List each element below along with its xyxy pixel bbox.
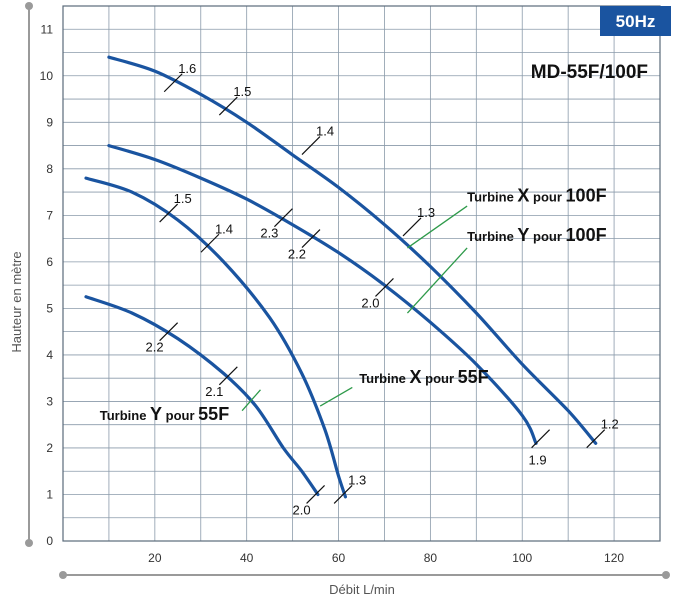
curve-tick-mark xyxy=(586,429,606,449)
y-tick-label: 3 xyxy=(46,394,53,408)
x-tick-label: 120 xyxy=(604,551,624,565)
y-tick-label: 9 xyxy=(46,115,53,129)
x-tick-label: 60 xyxy=(332,551,346,565)
y-tick-label: 2 xyxy=(46,441,53,455)
curve-tick-mark xyxy=(531,429,551,449)
x-tick-label: 80 xyxy=(424,551,438,565)
frequency-badge-text: 50Hz xyxy=(616,12,656,31)
curve-tick-label: 1.5 xyxy=(174,191,192,206)
curve-tick-mark xyxy=(333,485,353,504)
frequency-badge xyxy=(600,6,671,36)
series-name-label: Turbine X pour 55F xyxy=(359,367,488,387)
x-axis-title: Débit L/min xyxy=(329,582,395,597)
grid xyxy=(62,5,661,542)
curve-tick-mark xyxy=(402,217,422,237)
y-tick-label: 1 xyxy=(46,487,53,501)
curves xyxy=(84,55,598,499)
y-axis-end-dot xyxy=(25,2,33,10)
x-axis-end-dot xyxy=(59,571,67,579)
curve-tick-label: 1.3 xyxy=(348,472,366,487)
plot-frame xyxy=(62,5,661,542)
curve-tick-mark xyxy=(159,322,179,342)
curve-tick-mark xyxy=(218,96,238,116)
x-tick-label: 100 xyxy=(512,551,532,565)
series-leader-line xyxy=(406,247,468,314)
curve-tick-mark xyxy=(301,136,321,155)
curve-markers: 1.6 1.5 1.4 1.3 1.2 2.3 2.2 2.0 1.9 1.5 1.4 1.3 2.2 2… xyxy=(146,61,619,518)
series-curve-2 xyxy=(84,176,347,499)
y-tick-label: 5 xyxy=(46,301,53,315)
series-name-label: Turbine X pour 100F xyxy=(467,185,606,205)
curve-tick-label: 1.5 xyxy=(233,84,251,99)
curve-tick-label: 2.1 xyxy=(205,384,223,399)
curve-tick-mark xyxy=(306,485,326,504)
x-tick-label: 40 xyxy=(240,551,254,565)
axes: 0 1 2 3 4 5 6 7 8 9 10 11 20 40 60 80 100 120 xyxy=(25,2,670,579)
y-tick-label: 10 xyxy=(40,69,54,83)
y-axis-end-dot xyxy=(25,539,33,547)
curve-tick-label: 2.2 xyxy=(288,247,306,262)
curve-tick-label: 1.2 xyxy=(601,417,619,432)
series-leader-line xyxy=(407,205,468,249)
series-curve-3 xyxy=(84,295,320,497)
curve-tick-mark xyxy=(159,203,179,223)
curve-tick-mark xyxy=(375,278,394,297)
curve-tick-label: 1.4 xyxy=(215,221,233,236)
x-tick-label: 20 xyxy=(148,551,162,565)
curve-tick-label: 2.3 xyxy=(260,226,278,241)
curve-tick-label: 2.0 xyxy=(361,295,379,310)
curve-tick-label: 2.2 xyxy=(146,340,164,355)
curve-tick-label: 1.9 xyxy=(529,453,547,468)
y-tick-label: 4 xyxy=(46,348,53,362)
curve-tick-mark xyxy=(218,366,238,386)
curve-tick-label: 2.0 xyxy=(292,502,310,517)
curve-tick-mark xyxy=(200,233,220,253)
curve-tick-mark xyxy=(274,208,293,228)
curve-tick-label: 1.6 xyxy=(178,61,196,76)
curve-tick-mark xyxy=(163,73,183,93)
series-name-label: Turbine Y pour 55F xyxy=(100,404,229,424)
curve-tick-label: 1.3 xyxy=(417,205,435,220)
curve-tick-mark xyxy=(301,229,321,249)
y-tick-label: 6 xyxy=(46,255,53,269)
x-axis-end-dot xyxy=(662,571,670,579)
y-tick-label: 8 xyxy=(46,162,53,176)
curve-tick-label: 1.4 xyxy=(316,124,334,139)
y-tick-label: 11 xyxy=(41,22,54,36)
series-leader-line xyxy=(319,386,353,407)
y-tick-label: 0 xyxy=(46,534,53,548)
series-curve-1 xyxy=(107,144,538,445)
y-tick-label: 7 xyxy=(46,208,53,222)
series-name-label: Turbine Y pour 100F xyxy=(467,225,606,245)
series-leader-line xyxy=(241,389,261,412)
series-curve-0 xyxy=(107,55,598,445)
series-labels: Turbine X pour 100F Turbine Y pour 100F Tu… xyxy=(100,185,607,424)
model-title: MD-55F/100F xyxy=(531,62,648,83)
y-axis-title: Hauteur en mètre xyxy=(9,251,24,352)
